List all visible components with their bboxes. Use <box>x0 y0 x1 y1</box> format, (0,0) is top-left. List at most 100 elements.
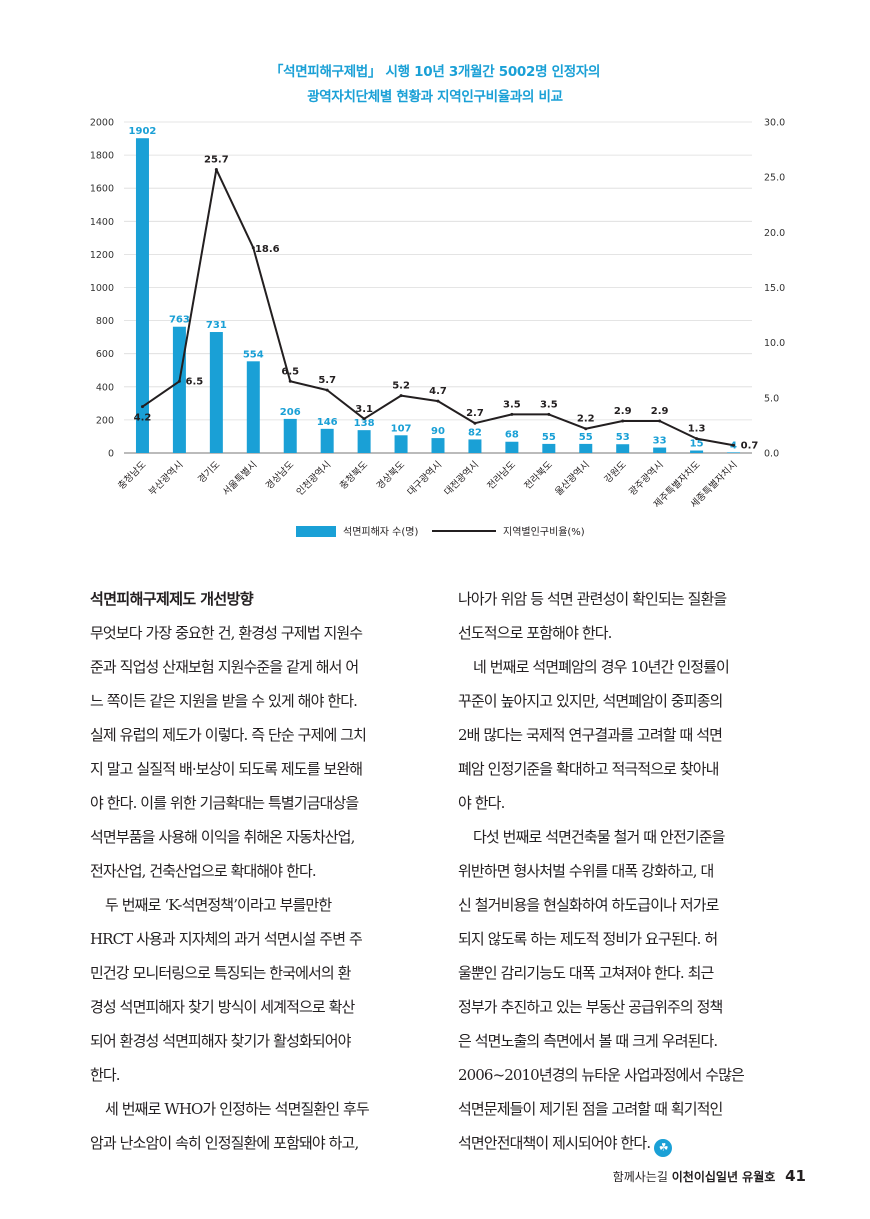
line-point <box>436 399 440 403</box>
bar <box>653 447 667 453</box>
x-category-label: 충청남도 <box>116 459 149 492</box>
footer-publication: 함께사는길 <box>612 1170 668 1184</box>
bar-data-label: 90 <box>431 426 445 437</box>
bar-data-label: 33 <box>653 436 667 447</box>
y-left-tick-label: 1400 <box>90 217 114 228</box>
text-line: 야 한다. <box>458 794 505 812</box>
text-line: 세 번째로 WHO가 인정하는 석면질환인 후두 <box>105 1100 370 1118</box>
line-point <box>621 419 625 423</box>
line-data-label: 6.5 <box>281 366 299 377</box>
line-data-label: 6.5 <box>186 376 204 387</box>
end-mark-icon: ☘ <box>654 1139 673 1157</box>
text-line: 선도적으로 포함해야 한다. <box>458 624 612 642</box>
bar <box>394 435 408 453</box>
text-line: 실제 유럽의 제도가 이렇다. 즉 단순 구제에 그치 <box>90 726 367 744</box>
x-category-label: 전라남도 <box>485 459 518 492</box>
y-right-tick-label: 0.0 <box>764 449 779 460</box>
text-line: 한다. <box>90 1066 121 1084</box>
line-data-label: 5.2 <box>392 381 410 392</box>
x-category-label: 전라북도 <box>522 459 555 492</box>
bar-data-label: 53 <box>616 432 630 443</box>
line-data-label: 4.7 <box>429 386 447 397</box>
bar-data-label: 55 <box>542 432 556 443</box>
line-point <box>288 379 292 383</box>
bar <box>431 438 445 453</box>
line-data-label: 2.9 <box>614 406 632 417</box>
bar <box>579 443 593 453</box>
line-data-label: 5.7 <box>318 375 336 386</box>
bar-data-label: 82 <box>468 427 482 438</box>
line-point <box>140 405 144 409</box>
footer-issue: 이천이십일년 유월호 <box>671 1170 776 1184</box>
line-data-label: 1.3 <box>688 424 706 435</box>
text-line: 경성 석면피해자 찾기 방식이 세계적으로 확산 <box>90 998 355 1016</box>
left-column-text: 무엇보다 가장 중요한 건, 환경성 구제법 지원수 준과 직업성 산재보험 지원… <box>90 616 442 1160</box>
line-data-label: 4.2 <box>134 413 152 424</box>
y-left-tick-label: 0 <box>108 449 114 460</box>
line-data-label: 3.5 <box>540 399 558 410</box>
line-point <box>584 427 588 431</box>
line-data-label: 3.1 <box>355 404 373 415</box>
y-left-tick-label: 600 <box>96 349 114 360</box>
x-category-label: 경기도 <box>195 458 222 485</box>
text-line: 석면안전대책이 제시되어야 한다. ☘ <box>458 1126 810 1160</box>
bar-data-label: 68 <box>505 430 519 441</box>
legend-bar-swatch <box>296 526 336 537</box>
x-category-label: 경상북도 <box>374 458 407 491</box>
text-line: 2배 많다는 국제적 연구결과를 고려할 때 석면 <box>458 726 723 744</box>
text-line: 되지 않도록 하는 제도적 정비가 요구된다. 허 <box>458 930 718 948</box>
text-line: 울뿐인 감리기능도 대폭 고쳐져야 한다. 최근 <box>458 964 714 982</box>
line-data-label: 25.7 <box>204 154 229 165</box>
y-right-tick-label: 10.0 <box>764 338 785 349</box>
bar <box>542 443 556 453</box>
combo-chart: 0 200 400 600 800 1000 1200 1400 1600 1800 2000 0.0… <box>90 118 785 539</box>
y-right-tick-label: 20.0 <box>764 228 785 239</box>
line-data-label: 2.2 <box>577 414 595 425</box>
x-category-label: 부산광역시 <box>146 459 185 498</box>
text-line: 전자산업, 건축산업으로 확대해야 한다. <box>90 862 317 880</box>
x-category-label: 강원도 <box>602 459 629 486</box>
line-point <box>177 379 181 383</box>
bar <box>468 439 482 453</box>
bar-data-label: 554 <box>243 349 264 360</box>
bar <box>246 361 260 453</box>
text-line: 석면문제들이 제기된 점을 고려할 때 획기적인 <box>458 1100 723 1118</box>
text-line: 민건강 모니터링으로 특징되는 한국에서의 환 <box>90 964 351 982</box>
y-left-tick-label: 2000 <box>90 118 114 129</box>
text-line: 은 석면노출의 측면에서 볼 때 크게 우려된다. <box>458 1032 718 1050</box>
y-left-tick-label: 1600 <box>90 184 114 195</box>
right-column-text: 나아가 위암 등 석면 관련성이 확인되는 질환을 선도적으로 포함해야 한다. 네… <box>458 582 810 1160</box>
text-line: 다섯 번째로 석면건축물 철거 때 안전기준을 <box>473 828 725 846</box>
x-category-label: 대전광역시 <box>442 459 481 498</box>
text-line: 석면부품을 사용해 이익을 취해온 자동차산업, <box>90 828 355 846</box>
page-number: 41 <box>785 1167 806 1185</box>
text-line: 2006~2010년경의 뉴타운 사업과정에서 수많은 <box>458 1066 745 1084</box>
x-category-label: 광주광역시 <box>626 459 665 498</box>
legend-bar-label: 석면피해자 수(명) <box>343 525 418 538</box>
bar-data-label: 206 <box>280 407 301 418</box>
line-point <box>251 246 255 250</box>
line-series-path <box>141 168 734 447</box>
bar-data-label: 1902 <box>129 126 157 137</box>
x-category-label: 경상남도 <box>263 458 296 491</box>
text-line: 암과 난소암이 속히 인정질환에 포함돼야 하고, <box>90 1134 359 1152</box>
text-line: 느 쪽이든 같은 지원을 받을 수 있게 해야 한다. <box>90 692 358 710</box>
bar-data-label: 146 <box>317 417 338 428</box>
line-data-label: 2.7 <box>466 408 484 419</box>
y-left-tick-label: 800 <box>96 316 114 327</box>
page-footer: 함께사는길 이천이십일년 유월호 41 <box>613 1167 806 1185</box>
text-line: HRCT 사용과 지자체의 과거 석면시설 주변 주 <box>90 930 363 948</box>
x-category-label: 충청북도 <box>338 459 371 492</box>
line-point <box>695 437 699 441</box>
chart-title-line-2: 광역자치단체별 현황과 지역인구비율과의 비교 <box>307 89 563 105</box>
y-left-tick-label: 400 <box>96 382 114 393</box>
chart-title-line-1: 「석면피해구제법」 시행 10년 3개월간 5002명 인정자의 <box>269 64 601 80</box>
line-data-label: 3.5 <box>503 399 521 410</box>
text-line: 무엇보다 가장 중요한 건, 환경성 구제법 지원수 <box>90 624 363 642</box>
y-right-tick-label: 30.0 <box>764 118 785 129</box>
line-point <box>362 417 366 421</box>
y-right-tick-label: 25.0 <box>764 173 785 184</box>
bar <box>283 418 297 453</box>
y-left-tick-label: 1200 <box>90 250 114 261</box>
y-left-tick-label: 200 <box>96 415 114 426</box>
